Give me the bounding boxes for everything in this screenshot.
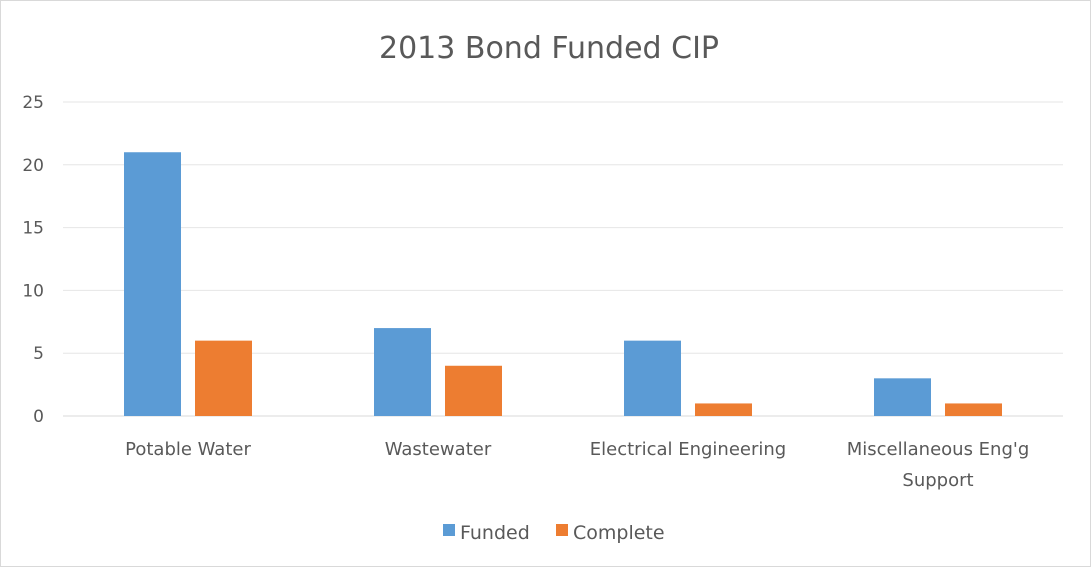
y-tick-label: 10 bbox=[22, 281, 44, 301]
y-tick-label: 5 bbox=[33, 344, 44, 364]
legend: Funded Complete bbox=[443, 522, 665, 544]
bars bbox=[124, 152, 1002, 417]
chart-title: 2013 Bond Funded CIP bbox=[379, 31, 719, 66]
x-category-label: Support bbox=[902, 470, 973, 491]
legend-swatch-funded bbox=[443, 524, 455, 536]
y-axis-ticks: 0 5 10 15 20 25 bbox=[22, 93, 44, 427]
legend-label-complete: Complete bbox=[573, 522, 665, 544]
y-tick-label: 20 bbox=[22, 156, 44, 176]
bar-funded-2 bbox=[624, 340, 681, 416]
y-tick-label: 15 bbox=[22, 219, 44, 239]
y-tick-label: 0 bbox=[33, 407, 44, 427]
bar-complete-3 bbox=[945, 403, 1002, 416]
x-category-label: Wastewater bbox=[385, 439, 492, 460]
x-category-label: Electrical Engineering bbox=[590, 439, 786, 460]
bar-complete-1 bbox=[445, 365, 502, 416]
x-category-label: Miscellaneous Eng'g bbox=[847, 439, 1030, 460]
bar-complete-2 bbox=[695, 403, 752, 416]
bar-funded-0 bbox=[124, 152, 181, 417]
legend-swatch-complete bbox=[556, 524, 568, 536]
x-axis-categories: Potable Water Wastewater Electrical Engine… bbox=[125, 439, 1029, 491]
bar-funded-3 bbox=[874, 378, 931, 416]
x-category-label: Potable Water bbox=[125, 439, 251, 460]
legend-label-funded: Funded bbox=[460, 522, 530, 544]
y-tick-label: 25 bbox=[22, 93, 44, 113]
bar-complete-0 bbox=[195, 340, 252, 416]
bar-funded-1 bbox=[374, 328, 431, 416]
